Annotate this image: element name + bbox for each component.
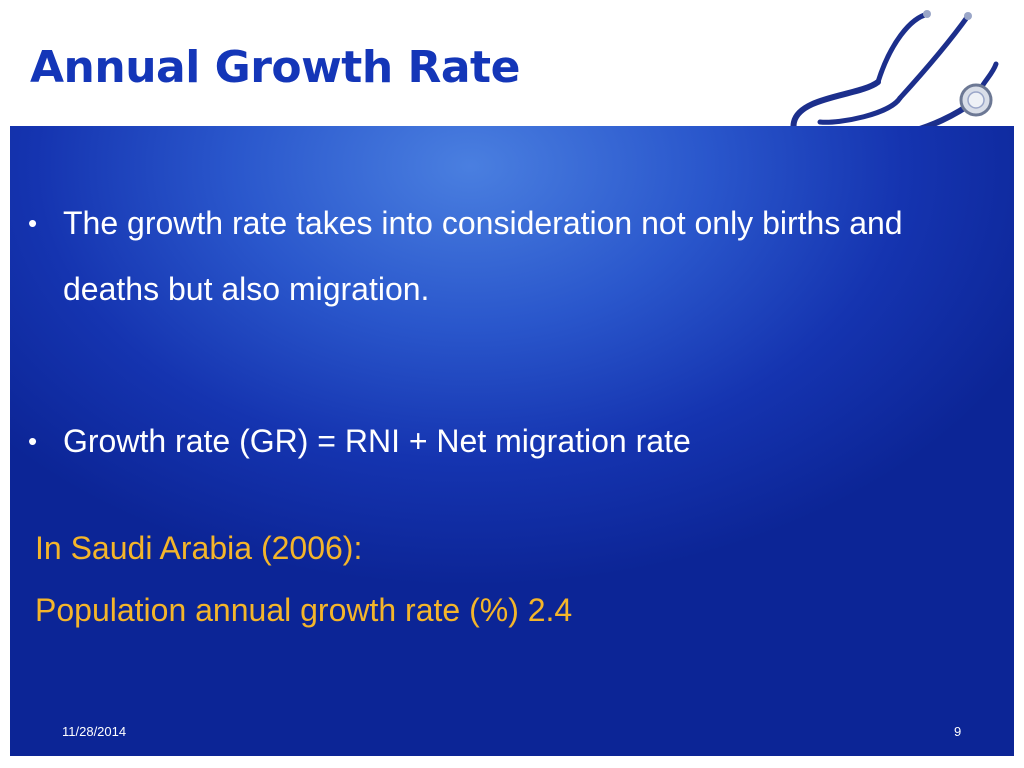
content-panel: • The growth rate takes into considerati… — [10, 126, 1014, 756]
footer-date: 11/28/2014 — [62, 724, 127, 739]
bullet-marker: • — [28, 208, 38, 238]
bullet-item: • The growth rate takes into considerati… — [28, 190, 988, 322]
page-number: 9 — [954, 724, 962, 739]
bullet-item: • Growth rate (GR) = RNI + Net migration… — [28, 408, 988, 474]
bullet-text: The growth rate takes into consideration… — [63, 205, 903, 307]
stethoscope-icon — [790, 10, 999, 145]
country-note: In Saudi Arabia (2006): — [35, 530, 363, 566]
bullet-marker: • — [28, 426, 38, 456]
bullet-text: Growth rate (GR) = RNI + Net migration r… — [63, 423, 691, 459]
slide-title: Annual Growth Rate — [30, 42, 520, 93]
growth-rate-note: Population annual growth rate (%) 2.4 — [35, 592, 573, 628]
